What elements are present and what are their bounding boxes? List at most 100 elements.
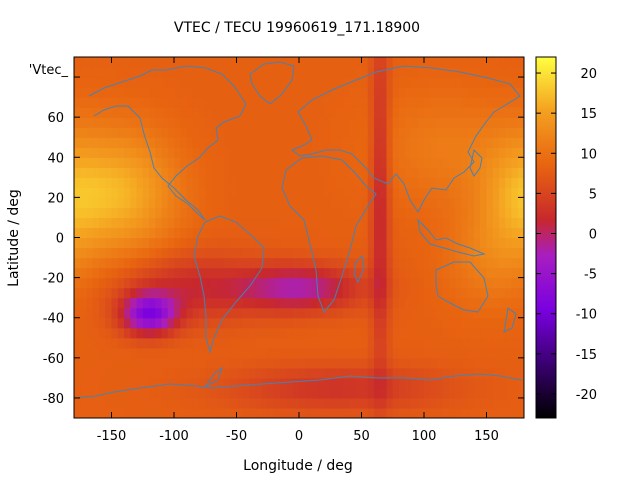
heat-cell bbox=[336, 407, 344, 418]
heat-cell bbox=[286, 207, 294, 219]
heat-cell bbox=[355, 177, 363, 188]
heat-cell bbox=[192, 97, 200, 108]
heat-cell bbox=[424, 257, 431, 269]
heat-cell bbox=[455, 307, 463, 319]
heat-cell bbox=[442, 187, 450, 198]
heat-cell bbox=[455, 227, 463, 239]
heat-cell bbox=[205, 267, 213, 279]
heat-cell bbox=[355, 277, 363, 289]
heat-cell bbox=[342, 137, 350, 148]
heat-cell bbox=[142, 307, 150, 319]
heat-cell bbox=[499, 147, 506, 158]
heat-cell bbox=[74, 97, 81, 108]
heat-cell bbox=[517, 277, 524, 289]
heat-cell bbox=[317, 57, 325, 68]
heat-cell bbox=[330, 287, 338, 299]
heat-cell bbox=[405, 367, 413, 379]
heat-cell bbox=[324, 317, 331, 329]
heat-cell bbox=[280, 297, 288, 309]
heat-cell bbox=[511, 387, 519, 399]
heat-cell bbox=[124, 167, 131, 178]
heat-cell bbox=[386, 317, 394, 329]
heat-cell bbox=[336, 237, 344, 249]
heat-cell bbox=[280, 247, 288, 259]
heat-cell bbox=[217, 137, 225, 148]
heat-cell bbox=[492, 67, 500, 78]
heat-cell bbox=[380, 267, 388, 279]
heat-cell bbox=[299, 337, 306, 349]
heat-cell bbox=[92, 327, 100, 339]
heat-cell bbox=[274, 197, 281, 209]
heat-cell bbox=[199, 267, 206, 279]
heat-cell bbox=[442, 387, 450, 399]
heat-cell bbox=[511, 367, 519, 379]
heat-cell bbox=[136, 157, 144, 168]
heat-cell bbox=[224, 267, 231, 279]
heat-cell bbox=[317, 387, 325, 399]
heat-cell bbox=[292, 227, 300, 239]
heat-cell bbox=[92, 297, 100, 309]
heat-cell bbox=[111, 347, 119, 359]
heat-cell bbox=[424, 367, 431, 379]
heat-cell bbox=[486, 357, 494, 369]
heat-cell bbox=[174, 87, 181, 98]
heat-cell bbox=[311, 157, 319, 168]
heat-cell bbox=[449, 67, 456, 78]
colorbar-tick-label: -20 bbox=[576, 388, 597, 403]
heat-cell bbox=[336, 257, 344, 269]
heat-cell bbox=[455, 397, 463, 409]
heat-cell bbox=[399, 327, 406, 339]
heat-cell bbox=[436, 67, 444, 78]
heat-cell bbox=[280, 287, 288, 299]
heat-cell bbox=[474, 357, 481, 369]
heat-cell bbox=[330, 407, 338, 418]
heat-cell bbox=[180, 227, 188, 239]
heat-cell bbox=[492, 297, 500, 309]
heat-cell bbox=[74, 277, 81, 289]
heat-cell bbox=[205, 157, 213, 168]
heat-cell bbox=[299, 207, 306, 219]
heat-cell bbox=[124, 337, 131, 349]
heat-cell bbox=[499, 367, 506, 379]
heat-cell bbox=[486, 347, 494, 359]
heat-cell bbox=[130, 187, 138, 198]
heat-cell bbox=[224, 207, 231, 219]
heat-cell bbox=[449, 237, 456, 249]
heat-cell bbox=[111, 357, 119, 369]
heat-cell bbox=[86, 297, 94, 309]
heat-cell bbox=[86, 227, 94, 239]
colorbar-tick-label: 20 bbox=[580, 67, 597, 82]
heat-cell bbox=[411, 397, 419, 409]
heat-cell bbox=[461, 257, 469, 269]
heat-cell bbox=[299, 77, 306, 88]
heat-cell bbox=[224, 327, 231, 339]
heat-cell bbox=[236, 107, 244, 118]
heat-cell bbox=[392, 317, 400, 329]
heat-cell bbox=[274, 147, 281, 158]
heat-cell bbox=[374, 237, 381, 249]
heat-cell bbox=[280, 227, 288, 239]
heat-cell bbox=[411, 137, 419, 148]
heat-cell bbox=[317, 107, 325, 118]
heat-cell bbox=[336, 127, 344, 138]
heat-cell bbox=[99, 57, 106, 68]
heat-cell bbox=[386, 347, 394, 359]
heat-cell bbox=[99, 317, 106, 329]
heat-cell bbox=[105, 177, 113, 188]
heat-cell bbox=[355, 127, 363, 138]
heat-cell bbox=[417, 297, 425, 309]
heat-cell bbox=[461, 197, 469, 209]
heat-cell bbox=[236, 67, 244, 78]
heat-cell bbox=[74, 77, 81, 88]
colorbar-tick-label: 0 bbox=[589, 227, 597, 242]
heat-cell bbox=[111, 237, 119, 249]
heat-cell bbox=[249, 287, 256, 299]
heat-cell bbox=[486, 117, 494, 128]
heat-cell bbox=[342, 377, 350, 389]
heat-cell bbox=[199, 377, 206, 389]
heat-cell bbox=[180, 267, 188, 279]
heat-cell bbox=[367, 327, 375, 339]
heat-cell bbox=[142, 257, 150, 269]
heat-cell bbox=[399, 77, 406, 88]
heat-cell bbox=[267, 227, 275, 239]
